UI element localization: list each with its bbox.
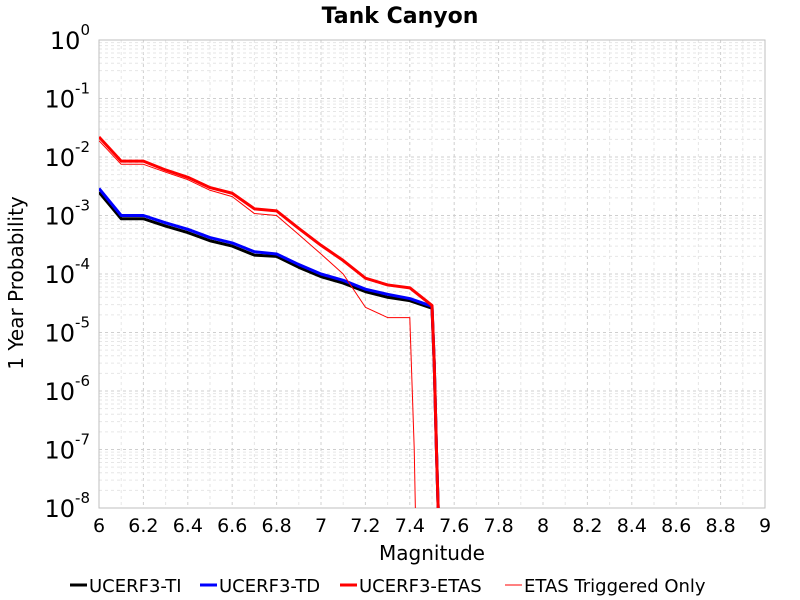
x-axis-ticks: 6 6.2 6.4 6.6 6.8 7 7.2 7.4 7.6 7.8 8 8.2 8.4 8.6 8.8 9 <box>93 515 771 537</box>
grid <box>98 40 766 509</box>
y-tick-base: 10 <box>50 27 81 55</box>
x-tick-label: 9 <box>759 515 771 537</box>
y-tick-label: 10-4 <box>44 255 90 289</box>
y-tick-exponent: -8 <box>75 489 90 507</box>
y-tick-base: 10 <box>44 437 75 465</box>
legend: UCERF3-TI UCERF3-TD UCERF3-ETAS ETAS Trigge… <box>70 576 706 597</box>
y-tick-base: 10 <box>44 144 75 172</box>
y-tick-base: 10 <box>44 320 75 348</box>
x-tick-label: 6.8 <box>261 515 291 537</box>
y-axis-label: 1 Year Probability <box>4 196 28 370</box>
series-line-ucerf3-td <box>99 187 440 508</box>
x-tick-label: 8 <box>537 515 549 537</box>
x-tick-label: 8.2 <box>572 515 602 537</box>
x-tick-label: 6.6 <box>217 515 247 537</box>
y-tick-base: 10 <box>44 86 75 114</box>
legend-label: UCERF3-ETAS <box>359 576 482 597</box>
y-tick-exponent: -2 <box>75 138 90 156</box>
x-tick-label: 7.6 <box>439 515 469 537</box>
x-tick-label: 7 <box>315 515 327 537</box>
y-tick-exponent: 0 <box>80 21 90 39</box>
series-layer <box>99 135 440 508</box>
y-tick-base: 10 <box>44 495 75 523</box>
y-tick-exponent: -3 <box>75 197 90 215</box>
x-tick-label: 6.4 <box>173 515 203 537</box>
y-tick-label: 10-5 <box>44 314 90 348</box>
x-tick-label: 6.2 <box>128 515 158 537</box>
x-axis-label: Magnitude <box>379 541 485 565</box>
series-line-etas-triggered-only <box>99 140 416 508</box>
y-tick-base: 10 <box>44 378 75 406</box>
x-tick-label: 8.6 <box>661 515 691 537</box>
y-tick-label: 10-7 <box>44 431 90 465</box>
x-tick-label: 6 <box>93 515 105 537</box>
y-tick-exponent: -5 <box>75 314 90 332</box>
y-tick-label: 10-8 <box>44 489 90 523</box>
y-tick-label: 10-1 <box>44 80 90 114</box>
x-tick-label: 7.4 <box>395 515 425 537</box>
y-tick-exponent: -7 <box>75 431 90 449</box>
y-tick-exponent: -4 <box>75 255 90 273</box>
y-tick-label: 10-6 <box>44 372 90 406</box>
y-tick-base: 10 <box>44 261 75 289</box>
x-tick-label: 8.8 <box>705 515 735 537</box>
y-tick-exponent: -1 <box>75 80 90 98</box>
y-tick-label: 10-2 <box>44 138 90 172</box>
y-tick-label: 10-3 <box>44 197 90 231</box>
legend-label: UCERF3-TI <box>89 576 182 597</box>
x-tick-label: 8.4 <box>617 515 647 537</box>
chart-title: Tank Canyon <box>322 4 479 29</box>
legend-label: UCERF3-TD <box>219 576 320 597</box>
series-line-ucerf3-ti <box>99 191 440 508</box>
plot-frame <box>98 39 766 509</box>
x-tick-label: 7.8 <box>483 515 513 537</box>
series-line-ucerf3-etas <box>99 135 440 508</box>
y-tick-label: 100 <box>50 21 90 55</box>
x-tick-label: 7.2 <box>350 515 380 537</box>
y-tick-base: 10 <box>44 203 75 231</box>
y-tick-exponent: -6 <box>75 372 90 390</box>
legend-label: ETAS Triggered Only <box>524 576 706 597</box>
